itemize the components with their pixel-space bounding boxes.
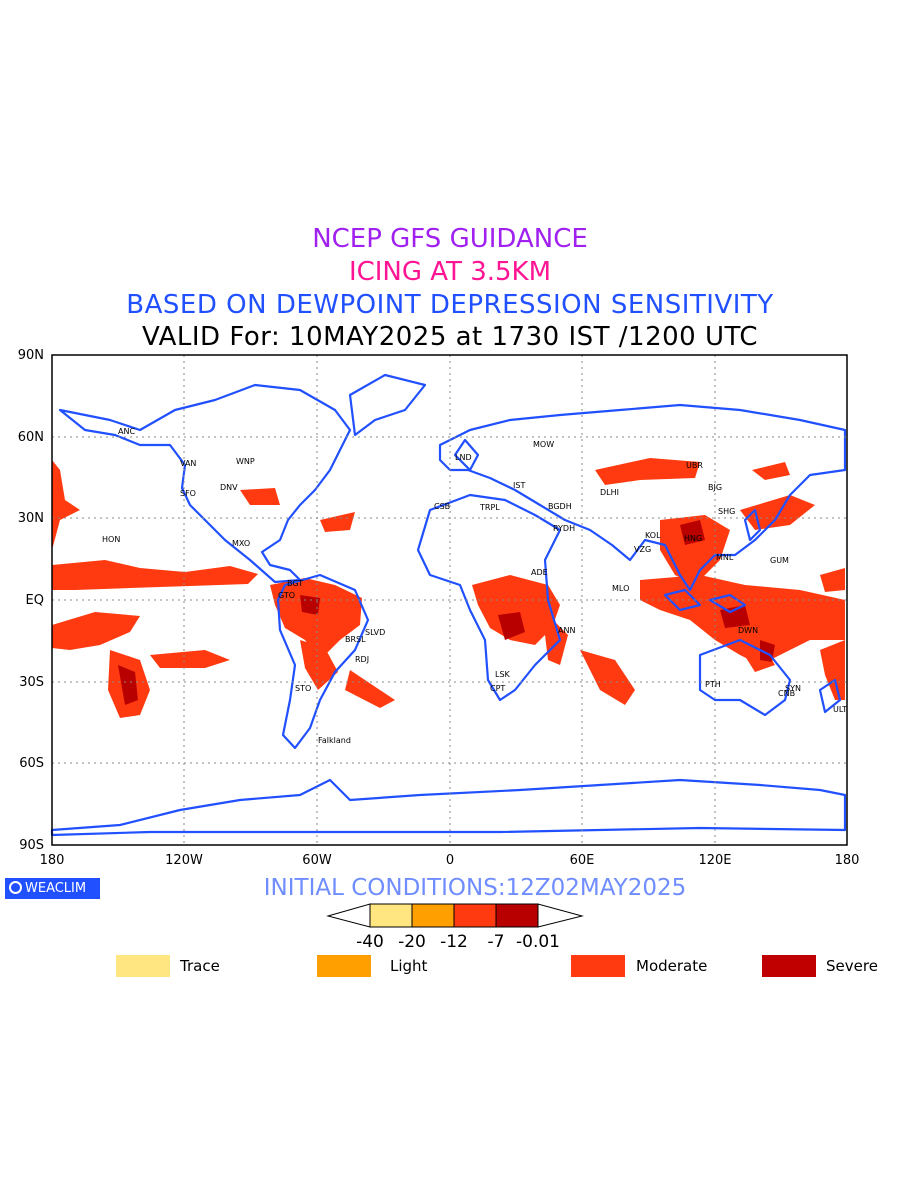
lon-label: 120E (698, 853, 731, 868)
colorbar-tick: -40 (356, 932, 384, 950)
valid-time-line: VALID For: 10MAY2025 at 1730 IST /1200 U… (141, 322, 759, 352)
station-label: CNB (778, 689, 795, 698)
lat-label: 90S (19, 838, 44, 853)
station-label: BRSL (345, 635, 366, 644)
station-label: GTO (278, 591, 295, 600)
station-label: TRPL (479, 503, 500, 512)
colorbar-tick: -12 (440, 932, 468, 950)
lat-label: 60N (18, 430, 44, 445)
map-frame (51, 354, 848, 846)
title-line-3: BASED ON DEWPOINT DEPRESSION SENSITIVITY (126, 290, 774, 320)
station-label: DLHI (600, 488, 619, 497)
colorbar: -40 -20 -12 -7 -0.01 (326, 903, 584, 950)
legend-swatch-severe (762, 955, 816, 977)
station-label: SYN (785, 684, 801, 693)
station-label: MXO (232, 539, 250, 548)
icing-severity-field (52, 458, 845, 718)
lon-label: 60W (302, 853, 332, 868)
station-label: GUM (770, 556, 789, 565)
station-label: LND (455, 453, 472, 462)
lat-label: EQ (26, 593, 44, 608)
station-label: UBR (686, 461, 703, 470)
legend-label-severe: Severe (826, 957, 878, 975)
graticule (52, 355, 847, 845)
station-label: BGDH (548, 502, 572, 511)
station-label: SLVD (365, 628, 385, 637)
station-label: Falkland (318, 736, 351, 745)
station-label: STO (295, 684, 311, 693)
lat-label: 30S (19, 675, 44, 690)
station-label: VZG (634, 545, 651, 554)
station-label: ANC (118, 427, 135, 436)
longitude-labels: 180 120W 60W 0 60E 120E 180 (40, 853, 860, 868)
title-line-2: ICING AT 3.5KM (348, 257, 552, 287)
station-label: CPT (490, 684, 505, 693)
station-label: ADE (531, 568, 548, 577)
lon-label: 0 (446, 853, 454, 868)
lon-label: 120W (165, 853, 203, 868)
station-label: VAN (180, 459, 196, 468)
station-label: HNG (684, 534, 702, 543)
station-label: RDJ (355, 655, 369, 664)
lat-label: 90N (18, 348, 44, 363)
world-map: 90N 60N 30N EQ 30S 60S 90S 180 120W 60W … (18, 348, 860, 868)
station-label: MOW (533, 440, 554, 449)
station-label: ULT (833, 705, 847, 714)
legend-label-trace: Trace (180, 957, 220, 975)
coastlines (50, 373, 847, 837)
legend-label-moderate: Moderate (636, 957, 708, 975)
station-label: IST (513, 481, 525, 490)
initial-conditions: INITIAL CONDITIONS:12Z02MAY2025 (263, 875, 687, 901)
lon-label: 180 (40, 853, 65, 868)
station-label: DNV (220, 483, 238, 492)
weaclim-logo: WEACLIM (5, 878, 100, 899)
station-label: SHG (718, 507, 735, 516)
logo-text: WEACLIM (25, 881, 87, 896)
colorbar-tick: -20 (398, 932, 426, 950)
station-label: MNL (716, 553, 734, 562)
copyright-circle-icon (9, 881, 22, 894)
station-label: PTH (705, 680, 721, 689)
station-label: HON (102, 535, 120, 544)
lon-label: 60E (570, 853, 595, 868)
latitude-labels: 90N 60N 30N EQ 30S 60S 90S (18, 348, 44, 853)
lon-label: 180 (835, 853, 860, 868)
station-label: WNP (236, 457, 255, 466)
station-label: LSK (495, 670, 511, 679)
legend-label-light: Light (390, 957, 428, 975)
station-label: DWN (738, 626, 758, 635)
lat-label: 60S (19, 756, 44, 771)
station-label: ANN (558, 626, 575, 635)
station-label: MLO (612, 584, 629, 593)
station-labels: ANC HON VAN WNP SFO DNV MXO BGT GTO SLVD… (102, 427, 847, 745)
legend-swatch-trace (116, 955, 170, 977)
station-label: BJG (708, 483, 722, 492)
title-line-1: NCEP GFS GUIDANCE (312, 224, 588, 254)
station-label: CSB (434, 502, 450, 511)
station-label: BGT (287, 579, 303, 588)
legend-swatch-light (317, 955, 371, 977)
colorbar-tick: -7 (488, 932, 505, 950)
lat-label: 30N (18, 511, 44, 526)
station-label: KOL (645, 531, 661, 540)
station-label: SFO (180, 489, 196, 498)
station-label: RYDH (553, 524, 575, 533)
legend-swatch-moderate (571, 955, 625, 977)
colorbar-tick: -0.01 (516, 932, 560, 950)
